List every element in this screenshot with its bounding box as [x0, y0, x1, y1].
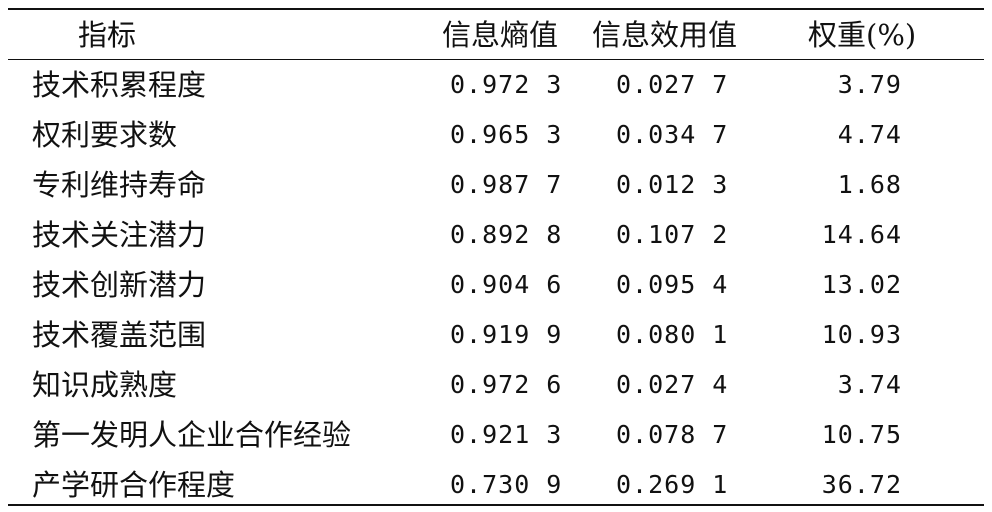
entropy-cell: 0.965 3: [450, 120, 563, 149]
utility-cell: 0.034 7: [616, 120, 729, 149]
utility-cell: 0.078 7: [616, 420, 729, 449]
table-row: 技术积累程度 0.972 3 0.027 7 3.79: [8, 60, 984, 110]
entropy-cell: 0.921 3: [450, 420, 563, 449]
weight-cell: 13.02: [821, 270, 902, 299]
table-row: 知识成熟度 0.972 6 0.027 4 3.74: [8, 360, 984, 410]
weight-cell: 10.75: [821, 420, 902, 449]
weight-cell: 3.79: [837, 70, 902, 99]
indicator-cell: 技术关注潜力: [32, 218, 207, 252]
utility-cell: 0.095 4: [616, 270, 729, 299]
table-header-row: 指标 信息熵值 信息效用值 权重(%): [8, 10, 984, 60]
entropy-cell: 0.919 9: [450, 320, 563, 349]
weights-table: 指标 信息熵值 信息效用值 权重(%) 技术积累程度 0.972 3 0.027…: [8, 8, 984, 506]
weight-cell: 4.74: [837, 120, 902, 149]
table-row: 权利要求数 0.965 3 0.034 7 4.74: [8, 110, 984, 160]
header-indicator: 指标: [78, 18, 137, 52]
table-row: 技术创新潜力 0.904 6 0.095 4 13.02: [8, 260, 984, 310]
weight-cell: 36.72: [821, 470, 902, 499]
utility-cell: 0.027 4: [616, 370, 729, 399]
entropy-cell: 0.892 8: [450, 220, 563, 249]
table-row: 技术关注潜力 0.892 8 0.107 2 14.64: [8, 210, 984, 260]
table-row: 产学研合作程度 0.730 9 0.269 1 36.72: [8, 460, 984, 510]
entropy-cell: 0.730 9: [450, 470, 563, 499]
entropy-cell: 0.904 6: [450, 270, 563, 299]
header-entropy: 信息熵值: [442, 18, 559, 52]
weight-cell: 14.64: [821, 220, 902, 249]
indicator-cell: 技术创新潜力: [32, 268, 207, 302]
indicator-cell: 专利维持寿命: [32, 168, 207, 202]
utility-cell: 0.107 2: [616, 220, 729, 249]
table-row: 第一发明人企业合作经验 0.921 3 0.078 7 10.75: [8, 410, 984, 460]
indicator-cell: 第一发明人企业合作经验: [32, 418, 352, 452]
entropy-cell: 0.972 6: [450, 370, 563, 399]
utility-cell: 0.269 1: [616, 470, 729, 499]
indicator-cell: 权利要求数: [32, 118, 178, 152]
weight-cell: 1.68: [837, 170, 902, 199]
indicator-cell: 知识成熟度: [32, 368, 178, 402]
indicator-cell: 技术覆盖范围: [32, 318, 207, 352]
table-row: 技术覆盖范围 0.919 9 0.080 1 10.93: [8, 310, 984, 360]
header-weight: 权重(%): [808, 18, 917, 52]
entropy-cell: 0.987 7: [450, 170, 563, 199]
indicator-cell: 产学研合作程度: [32, 468, 236, 502]
utility-cell: 0.012 3: [616, 170, 729, 199]
utility-cell: 0.027 7: [616, 70, 729, 99]
utility-cell: 0.080 1: [616, 320, 729, 349]
entropy-cell: 0.972 3: [450, 70, 563, 99]
indicator-cell: 技术积累程度: [32, 68, 207, 102]
table-row: 专利维持寿命 0.987 7 0.012 3 1.68: [8, 160, 984, 210]
weight-cell: 10.93: [821, 320, 902, 349]
weight-cell: 3.74: [837, 370, 902, 399]
header-utility: 信息效用值: [592, 18, 738, 52]
